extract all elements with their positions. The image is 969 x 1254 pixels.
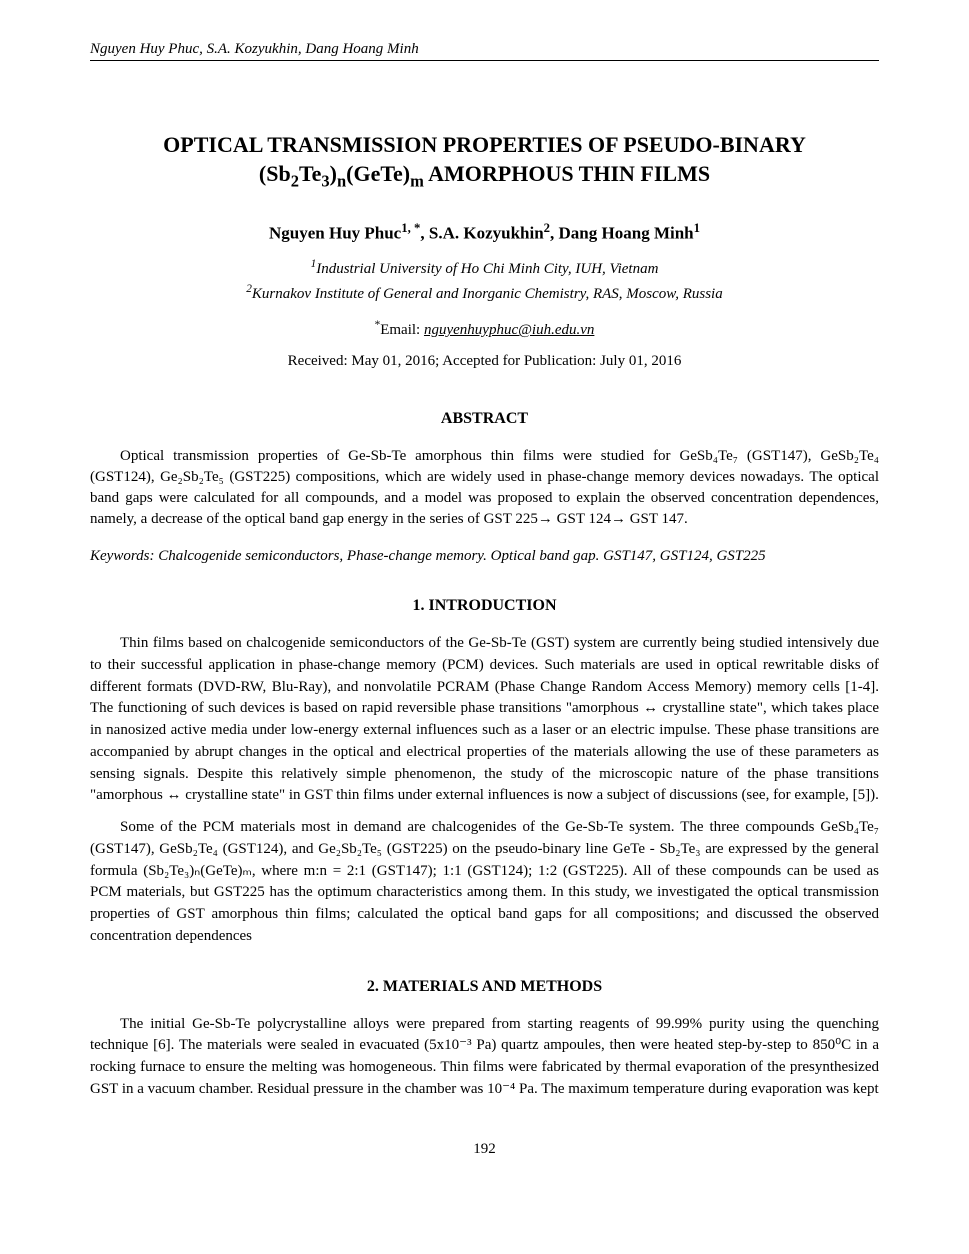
methods-paragraph-1: The initial Ge-Sb-Te polycrystalline all… [90,1014,879,1101]
header-authors: Nguyen Huy Phuc, S.A. Kozyukhin, Dang Ho… [90,41,419,57]
affiliations: 1Industrial University of Ho Chi Minh Ci… [90,256,879,305]
running-header: Nguyen Huy Phuc, S.A. Kozyukhin, Dang Ho… [90,40,879,61]
corresponding-email: *Email: nguyenhuyphuc@iuh.edu.vn [90,319,879,339]
email-link[interactable]: nguyenhuyphuc@iuh.edu.vn [424,322,594,338]
abstract-paragraph: Optical transmission properties of Ge-Sb… [90,446,879,530]
intro-paragraph-2: Some of the PCM materials most in demand… [90,817,879,948]
keywords: Keywords: Chalcogenide semiconductors, P… [90,546,879,567]
page-number: 192 [90,1141,879,1158]
methods-heading: 2. MATERIALS AND METHODS [90,978,879,996]
authors: Nguyen Huy Phuc1, *, S.A. Kozyukhin2, Da… [90,221,879,244]
introduction-heading: 1. INTRODUCTION [90,597,879,615]
abstract-heading: ABSTRACT [90,410,879,428]
paper-title: OPTICAL TRANSMISSION PROPERTIES OF PSEUD… [90,131,879,191]
intro-paragraph-1: Thin films based on chalcogenide semicon… [90,633,879,807]
publication-dates: Received: May 01, 2016; Accepted for Pub… [90,353,879,370]
